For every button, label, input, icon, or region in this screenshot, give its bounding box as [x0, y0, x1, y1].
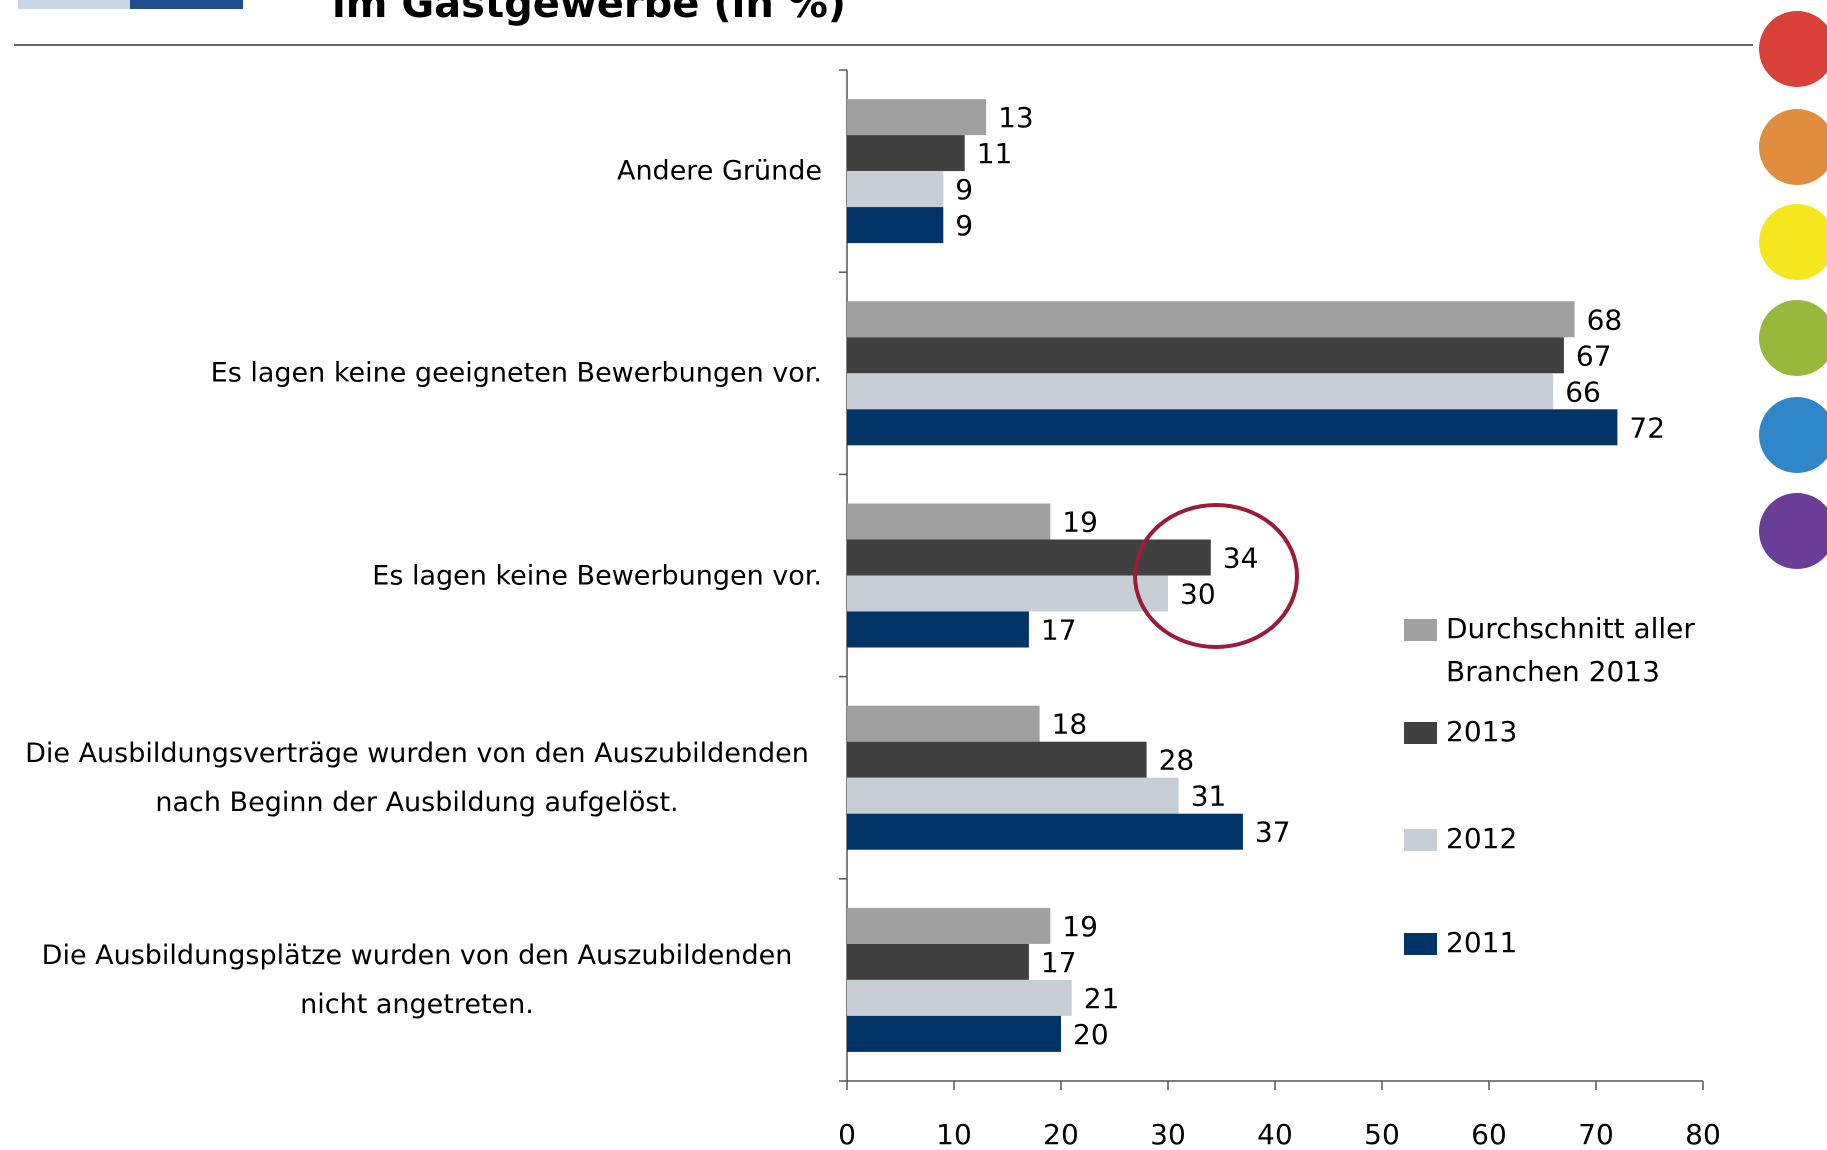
bar: [847, 207, 944, 244]
value-label: 68: [1587, 303, 1623, 336]
value-label: 18: [1052, 708, 1088, 741]
value-label: 67: [1576, 339, 1612, 372]
bar: [847, 575, 1168, 612]
bar: [847, 979, 1072, 1016]
deco-dot: [1759, 109, 1827, 185]
bar: [847, 907, 1051, 944]
highlight-ring: [1133, 503, 1299, 649]
x-tick-label: 80: [1685, 1118, 1721, 1150]
legend-swatch: [1404, 829, 1437, 851]
value-label: 13: [998, 101, 1034, 134]
bar: [847, 741, 1147, 778]
bar: [847, 301, 1575, 338]
value-label: 20: [1073, 1018, 1109, 1051]
value-label: 9: [955, 173, 973, 206]
bar: [847, 777, 1179, 814]
value-label: 17: [1041, 946, 1077, 979]
x-tick-label: 30: [1150, 1118, 1186, 1150]
header-bar-light: [18, 0, 130, 9]
deco-dot: [1759, 493, 1827, 569]
bar: [847, 99, 987, 136]
legend-swatch: [1404, 619, 1437, 641]
chart-title: im Gastgewerbe (in %): [332, 0, 846, 27]
bar: [847, 1015, 1061, 1052]
value-label: 30: [1180, 578, 1216, 611]
value-label: 72: [1629, 411, 1665, 444]
value-label: 66: [1565, 375, 1601, 408]
bar: [847, 373, 1554, 410]
legend-label: 2013: [1446, 715, 1518, 748]
legend-label: 2012: [1446, 822, 1518, 855]
category-label: Andere Gründe: [616, 155, 822, 187]
bar: [847, 611, 1029, 648]
bar: [847, 539, 1211, 576]
x-tick-label: 0: [838, 1118, 856, 1150]
value-label: 11: [977, 137, 1013, 170]
bar: [847, 943, 1029, 980]
category-label: Es lagen keine geeigneten Bewerbungen vo…: [210, 357, 822, 389]
x-tick-label: 10: [936, 1118, 972, 1150]
x-tick-label: 50: [1364, 1118, 1400, 1150]
category-label: Die Ausbildungsplätze wurden von den Aus…: [41, 939, 793, 1020]
x-tick-label: 20: [1043, 1118, 1079, 1150]
value-label: 37: [1255, 816, 1291, 849]
bar: [847, 135, 965, 172]
value-label: 28: [1159, 744, 1195, 777]
category-label: Die Ausbildungsverträge wurden von den A…: [25, 737, 809, 818]
x-tick-label: 60: [1471, 1118, 1507, 1150]
bar: [847, 409, 1618, 446]
value-label: 17: [1041, 614, 1077, 647]
deco-dot: [1759, 11, 1827, 87]
legend-swatch: [1404, 933, 1437, 955]
legend-label: Durchschnitt aller Branchen 2013: [1446, 612, 1695, 688]
bar: [847, 171, 944, 208]
value-label: 21: [1084, 982, 1120, 1015]
value-label: 31: [1191, 780, 1227, 813]
value-label: 9: [955, 209, 973, 242]
deco-dot: [1759, 397, 1827, 473]
bar: [847, 337, 1564, 374]
deco-dot: [1759, 300, 1827, 376]
x-tick-label: 40: [1257, 1118, 1293, 1150]
value-label: 19: [1062, 506, 1098, 539]
legend-label: 2011: [1446, 926, 1518, 959]
legend-swatch: [1404, 722, 1437, 744]
header-bar-dark: [130, 0, 243, 9]
bar: [847, 705, 1040, 742]
value-label: 19: [1062, 910, 1098, 943]
x-tick-label: 70: [1578, 1118, 1614, 1150]
bar: [847, 503, 1051, 540]
bar: [847, 813, 1243, 850]
value-label: 34: [1223, 542, 1259, 575]
deco-dot: [1759, 204, 1827, 280]
category-label: Es lagen keine Bewerbungen vor.: [372, 560, 822, 591]
